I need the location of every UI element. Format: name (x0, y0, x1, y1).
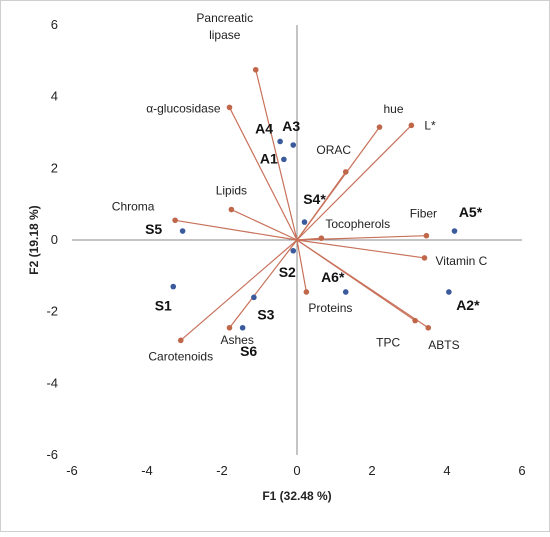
x-tick-label: 0 (293, 463, 300, 478)
observation-point-a2 (446, 289, 452, 295)
vector-proteins (296, 239, 307, 293)
x-tick-label: -2 (216, 463, 228, 478)
variable-label-l: L* (424, 118, 436, 132)
variable-label-hue: hue (383, 102, 403, 116)
observation-label-a6: A6* (321, 269, 345, 285)
variable-label-orac: ORAC (316, 143, 351, 157)
observation-label-s4: S4* (303, 191, 326, 207)
x-tick-label: 6 (518, 463, 525, 478)
observation-point-a5 (451, 228, 458, 234)
variable-labels: Pancreatic lipase α-glucosidase hue L* ORAC Li… (112, 11, 488, 364)
variable-label-lipids: Lipids (216, 184, 247, 198)
observation-point-s2 (290, 247, 297, 254)
vector-glucosidase (228, 107, 298, 241)
vector-vitamin-c (296, 239, 425, 259)
variable-label-tocopherols: Tocopherols (325, 217, 390, 231)
observation-label-s5: S5 (145, 221, 162, 237)
vector-abts (296, 239, 429, 329)
variable-point-glucosidase (226, 104, 233, 111)
y-tick-label: -2 (46, 304, 58, 319)
variable-point-lipids (228, 206, 235, 213)
observation-label-a5: A5* (459, 204, 483, 220)
variable-point-abts (425, 324, 432, 331)
observation-label-a4: A4 (255, 120, 273, 136)
observation-label-s1: S1 (155, 298, 172, 314)
variable-point-ashes (226, 324, 233, 331)
observation-point-a3 (290, 142, 297, 148)
variable-label-glucosidase: α-glucosidase (146, 101, 221, 115)
variable-point-fiber (423, 232, 430, 239)
variable-label-tpc: TPC (376, 336, 400, 350)
x-tick-label: -4 (141, 463, 153, 478)
x-tick-label: -6 (66, 463, 78, 478)
variable-label-vitamin-c: Vitamin C (436, 254, 488, 268)
variable-label-fiber: Fiber (410, 207, 437, 221)
variable-label-ashes: Ashes (221, 333, 254, 347)
vector-carotenoids (180, 239, 298, 341)
variable-label-proteins: Proteins (308, 301, 352, 315)
variable-vectors (175, 69, 429, 341)
observation-label-a2: A2* (456, 297, 480, 313)
vector-lipids (231, 208, 298, 241)
y-tick-label: 6 (51, 17, 58, 32)
observation-point-s1 (170, 283, 177, 290)
observation-point-s4 (301, 219, 308, 225)
variable-label-pancreatic: Pancreatic (196, 11, 253, 25)
observation-point-a1 (281, 156, 287, 163)
observation-point-s5 (179, 228, 186, 234)
observation-label-a1: A1 (260, 150, 278, 166)
variable-point-pancreatic (252, 66, 259, 73)
variable-point-chroma (172, 217, 178, 224)
variable-label-abts: ABTS (428, 338, 459, 352)
vector-chroma (175, 219, 298, 241)
observation-point-s6 (239, 324, 246, 331)
vector-ashes (229, 239, 298, 329)
variable-label-pancreatic-line2: lipase (209, 28, 241, 42)
y-tick-label: 4 (51, 89, 58, 104)
variable-point-carotenoids (177, 337, 184, 344)
x-axis-title: F1 (32.48 %) (262, 489, 331, 503)
variable-point-l (408, 122, 415, 129)
observation-point-s3 (251, 294, 257, 301)
x-tick-label: 4 (443, 463, 450, 478)
observation-label-a3: A3 (282, 118, 300, 134)
y-tick-label: 0 (51, 232, 58, 247)
variable-point-tocopherols (318, 235, 325, 242)
observation-point-a4 (277, 138, 283, 145)
x-tick-label: 2 (368, 463, 375, 478)
y-tick-label: -4 (46, 375, 58, 390)
y-tick-label: -6 (46, 447, 58, 462)
vector-pancreatic (255, 69, 298, 241)
variable-label-chroma: Chroma (112, 199, 155, 213)
y-axis-title: F2 (19.18 %) (27, 205, 41, 274)
vector-orac (296, 171, 347, 241)
observation-points (170, 138, 458, 331)
y-tick-labels: -6 -4 -2 0 2 4 6 (46, 17, 58, 462)
observation-label-s3: S3 (257, 306, 274, 322)
variable-point-tpc (412, 317, 418, 324)
vector-fiber (296, 235, 427, 241)
observation-point-a6 (342, 289, 349, 295)
observation-label-s2: S2 (279, 264, 296, 280)
variable-point-orac (342, 169, 349, 175)
variable-label-carotenoids: Carotenoids (148, 349, 213, 363)
variable-points (172, 66, 432, 344)
y-tick-label: 2 (51, 160, 58, 175)
observation-label-s6: S6 (240, 343, 257, 359)
variable-point-proteins (303, 289, 310, 295)
x-tick-labels: -6 -4 -2 0 2 4 6 (66, 463, 525, 478)
variable-point-hue (376, 124, 383, 130)
variable-point-vitamin-c (421, 255, 428, 261)
vector-l (296, 124, 412, 241)
